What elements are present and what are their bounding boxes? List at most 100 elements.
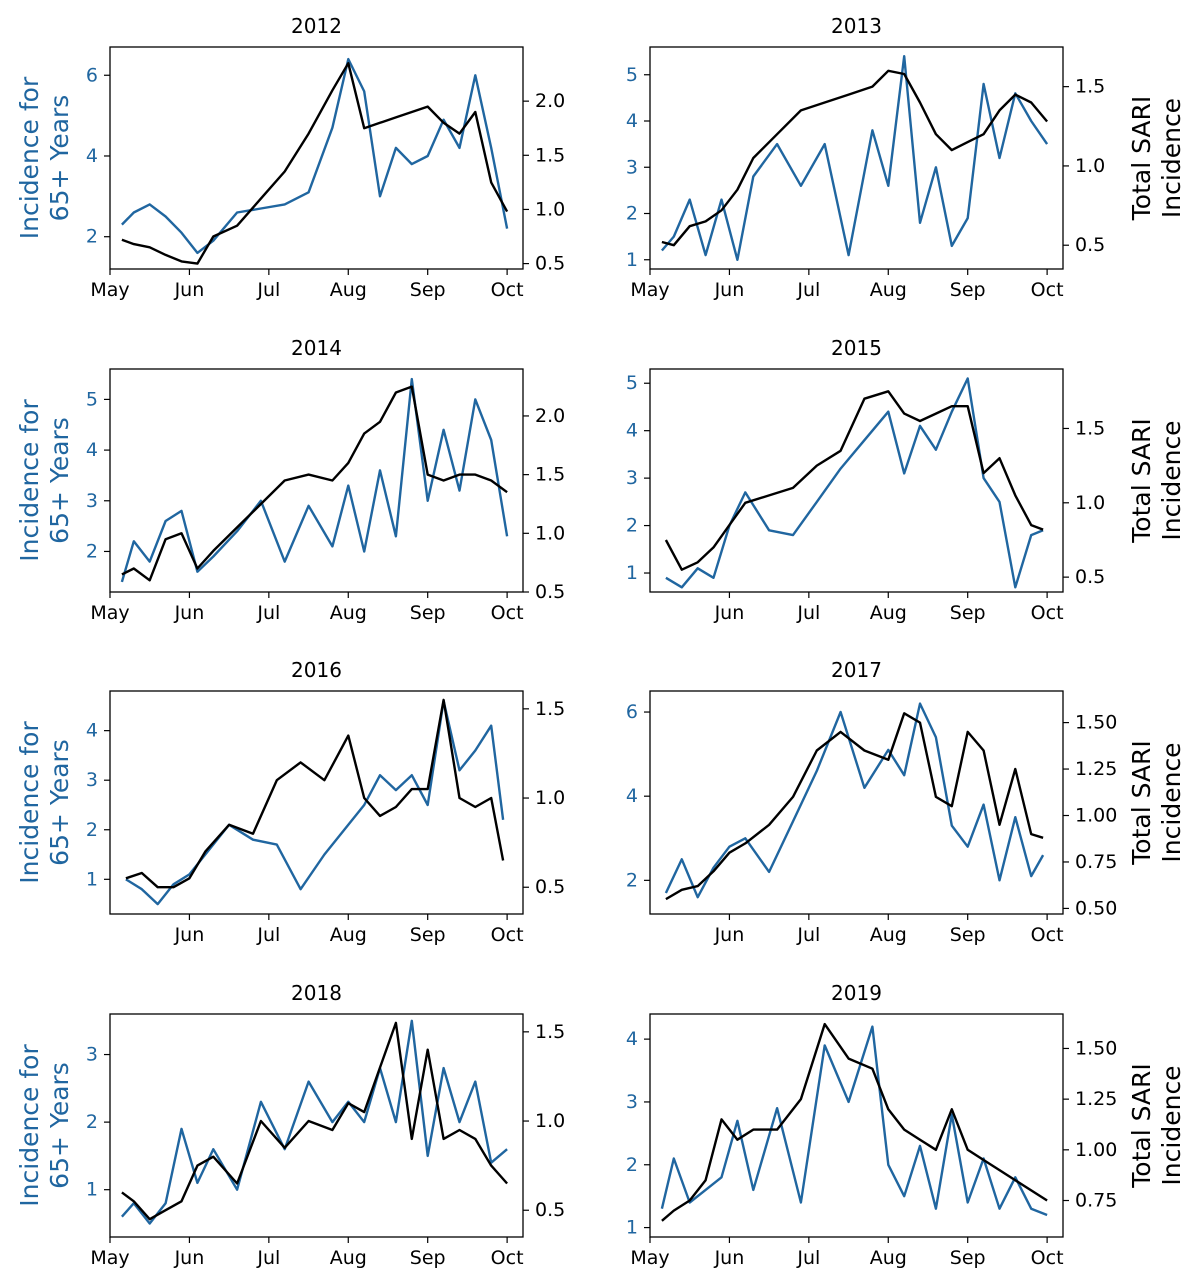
panel-title: 2019: [831, 981, 882, 1005]
x-tick-label: Oct: [491, 279, 524, 301]
y-right-tick-label: 0.5: [1075, 566, 1105, 588]
x-tick-label: Oct: [1031, 1247, 1064, 1269]
x-tick-label: Jun: [174, 279, 205, 301]
y-left-axis-label: Incidence for65+ Years: [15, 721, 74, 884]
x-tick-label: Jun: [714, 1247, 745, 1269]
y-left-label-line-2: 65+ Years: [45, 417, 74, 544]
y-right-axis-label: Total SARIIncidence: [1127, 740, 1186, 866]
x-tick-label: Jul: [256, 279, 280, 301]
y-left-tick-label: 3: [86, 769, 98, 791]
y-left-label-line-2: 65+ Years: [45, 1062, 74, 1189]
series-line-65plus: [121, 57, 509, 255]
panel-2016: 2016 Jun Jul Aug Sep Oct 1 2 3 4 0.5 1.0 1.5 Incidenc…: [15, 658, 565, 946]
x-tick-label: Aug: [870, 1247, 907, 1269]
y-right-tick-label: 0.50: [1075, 897, 1117, 919]
x-tick-label: May: [630, 279, 669, 301]
y-left-tick-label: 6: [626, 701, 638, 723]
y-left-tick-label: 3: [86, 1044, 98, 1066]
panel-title: 2018: [291, 981, 342, 1005]
x-tick-label: Sep: [410, 1247, 446, 1269]
y-right-label-line-2: Incidence: [1157, 742, 1186, 862]
x-tick-label: May: [90, 1247, 129, 1269]
panel-2014: 2014 May Jun Jul Aug Sep Oct 2 3 4 5 0.5 1.0 1.5 2.0 In…: [15, 336, 565, 624]
y-left-tick-label: 3: [626, 467, 638, 489]
panel-title: 2016: [291, 658, 342, 682]
x-tick-label: Oct: [491, 924, 524, 946]
y-left-tick-label: 4: [626, 1028, 638, 1050]
y-left-tick-label: 2: [626, 1154, 638, 1176]
series-line-total-sari: [121, 62, 509, 265]
y-right-tick-label: 0.75: [1075, 1190, 1117, 1212]
y-left-tick-label: 4: [626, 785, 638, 807]
y-right-tick-label: 1.00: [1075, 1139, 1117, 1161]
y-left-axis-label: Incidence for65+ Years: [15, 1044, 74, 1207]
x-tick-label: Sep: [950, 1247, 986, 1269]
y-left-tick-label: 2: [86, 226, 98, 248]
x-tick-label: Jun: [714, 924, 745, 946]
panel-2019: 2019 May Jun Jul Aug Sep Oct 1 2 3 4 0.75 1.00 1.25 1.…: [626, 981, 1186, 1269]
y-left-tick-label: 1: [626, 1217, 638, 1239]
y-left-tick-label: 1: [626, 249, 638, 271]
panel-2017: 2017 Jun Jul Aug Sep Oct 2 4 6 0.50 0.75 1.00 1.25 1.…: [626, 658, 1186, 946]
y-left-tick-label: 3: [86, 490, 98, 512]
y-right-tick-label: 1.25: [1075, 1088, 1117, 1110]
x-tick-label: Oct: [1031, 279, 1064, 301]
plot-frame: [649, 46, 1064, 270]
panels: 2012 May Jun Jul Aug Sep Oct 2 4 6 0.5 1.0 1.5 2.0 Inc…: [15, 14, 1186, 1269]
y-right-tick-label: 1.5: [535, 144, 565, 166]
panel-title: 2012: [291, 14, 342, 38]
y-left-tick-label: 4: [86, 720, 98, 742]
x-tick-label: Oct: [491, 1247, 524, 1269]
y-right-tick-label: 1.5: [535, 464, 565, 486]
series-line-total-sari: [661, 69, 1049, 247]
y-left-tick-label: 5: [86, 388, 98, 410]
y-left-axis-label: Incidence for65+ Years: [15, 76, 74, 239]
y-left-tick-label: 2: [626, 869, 638, 891]
series-line-65plus: [125, 699, 505, 906]
series-line-65plus: [120, 377, 509, 583]
y-left-tick-label: 1: [86, 1179, 98, 1201]
plot-frame: [109, 368, 524, 593]
panel-2015: 2015 Jun Jul Aug Sep Oct 1 2 3 4 5 0.5 1.0 1.5 Total S…: [626, 336, 1186, 624]
x-tick-label: May: [90, 602, 129, 624]
x-tick-label: Aug: [870, 279, 907, 301]
x-tick-label: Sep: [410, 924, 446, 946]
series-line-total-sari: [665, 712, 1044, 901]
y-right-label-line-1: Total SARI: [1127, 740, 1156, 866]
x-tick-label: Sep: [410, 279, 446, 301]
x-tick-label: Oct: [1031, 602, 1064, 624]
y-right-tick-label: 0.5: [535, 1199, 565, 1221]
y-left-tick-label: 3: [626, 156, 638, 178]
plot-frame: [109, 1013, 524, 1238]
y-right-tick-label: 1.0: [535, 787, 565, 809]
x-tick-label: Jul: [256, 1247, 280, 1269]
plot-frame: [649, 690, 1064, 915]
x-tick-label: May: [630, 1247, 669, 1269]
series-line-65plus: [665, 377, 1044, 589]
y-left-label-line-1: Incidence for: [15, 399, 44, 562]
y-right-axis-label: Total SARIIncidence: [1127, 1063, 1186, 1189]
plot-frame: [649, 368, 1064, 593]
y-left-label-line-2: 65+ Years: [45, 95, 74, 222]
y-right-label-line-2: Incidence: [1157, 420, 1186, 540]
y-left-label-line-1: Incidence for: [15, 721, 44, 884]
series-line-65plus: [660, 1025, 1048, 1217]
series-line-65plus: [664, 702, 1045, 899]
y-left-label-line-2: 65+ Years: [45, 739, 74, 866]
x-tick-label: Sep: [950, 924, 986, 946]
y-left-tick-label: 4: [626, 110, 638, 132]
panel-title: 2015: [831, 336, 882, 360]
y-left-label-line-1: Incidence for: [15, 76, 44, 239]
x-tick-label: Aug: [330, 602, 367, 624]
series-line-total-sari: [661, 1022, 1048, 1222]
y-left-tick-label: 2: [626, 203, 638, 225]
y-right-tick-label: 2.0: [535, 405, 565, 427]
x-tick-label: Sep: [410, 602, 446, 624]
series-line-total-sari: [125, 698, 505, 889]
x-tick-label: Jul: [796, 602, 820, 624]
x-tick-label: Jul: [796, 279, 820, 301]
y-right-tick-label: 0.75: [1075, 851, 1117, 873]
y-left-tick-label: 3: [626, 1091, 638, 1113]
x-tick-label: Aug: [870, 924, 907, 946]
y-right-tick-label: 1.0: [535, 198, 565, 220]
